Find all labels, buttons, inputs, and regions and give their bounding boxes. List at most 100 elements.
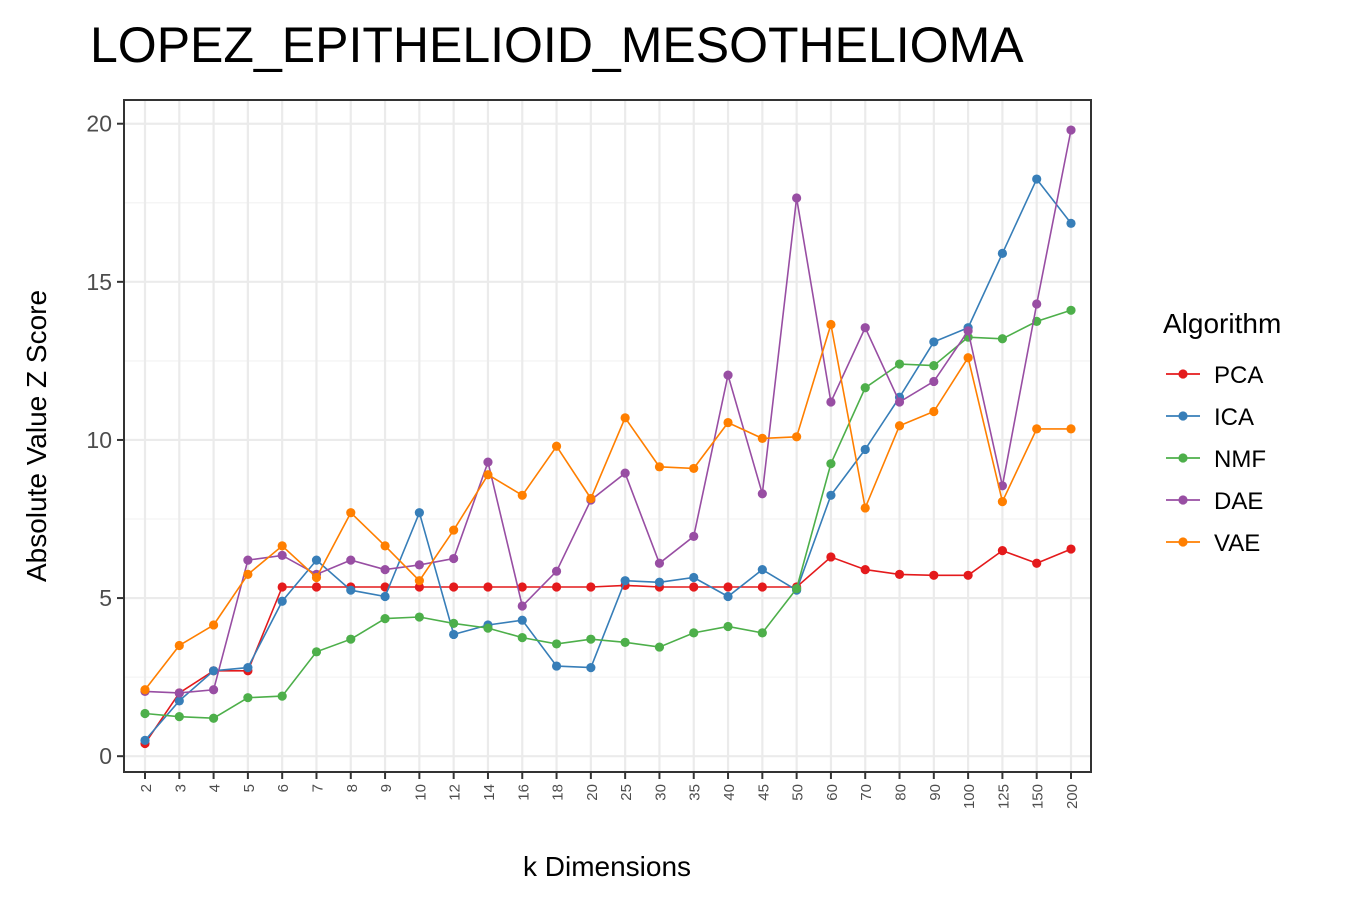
x-tick-label: 14 xyxy=(481,784,498,801)
x-tick-label: 45 xyxy=(755,784,772,801)
data-point xyxy=(723,582,733,592)
series-line-pca xyxy=(144,548,1072,744)
data-point xyxy=(860,503,870,513)
data-point xyxy=(929,361,939,371)
data-point xyxy=(483,582,493,592)
data-point xyxy=(380,591,390,602)
x-tick-label: 200 xyxy=(1064,784,1081,809)
legend-key-point xyxy=(1178,411,1188,421)
data-point xyxy=(620,468,630,478)
y-axis: 0 5 10 15 20 xyxy=(86,111,124,769)
data-point xyxy=(826,459,836,469)
legend-item-vae: VAE xyxy=(1166,530,1260,557)
data-point xyxy=(826,397,836,407)
data-point xyxy=(208,685,219,695)
data-point xyxy=(449,618,459,628)
y-tick-label: 5 xyxy=(99,585,112,611)
data-point xyxy=(140,685,150,695)
chart-title: LOPEZ_EPITHELIOID_MESOTHELIOMA xyxy=(90,17,1024,73)
data-point xyxy=(860,565,870,575)
data-point xyxy=(208,666,219,676)
data-point xyxy=(963,326,973,336)
x-tick-label: 40 xyxy=(721,784,738,801)
data-point xyxy=(311,572,322,583)
y-tick-label: 15 xyxy=(86,269,112,295)
data-point xyxy=(483,457,493,467)
data-point xyxy=(551,582,562,592)
data-point xyxy=(380,614,390,624)
x-tick-label: 16 xyxy=(515,784,532,801)
x-axis-title: k Dimensions xyxy=(523,851,691,882)
x-tick-label: 12 xyxy=(447,784,464,801)
data-point xyxy=(517,601,527,611)
x-tick-label: 10 xyxy=(412,784,429,801)
data-point xyxy=(929,570,939,580)
data-point xyxy=(826,552,836,562)
legend-label: DAE xyxy=(1214,488,1263,515)
data-point xyxy=(792,193,802,203)
data-point xyxy=(243,569,253,579)
legend-key-point xyxy=(1178,495,1188,505)
y-tick-label: 0 xyxy=(99,743,112,769)
data-point xyxy=(380,541,390,551)
data-point xyxy=(140,708,150,719)
y-axis-title: Absolute Value Z Score xyxy=(21,290,52,582)
data-point xyxy=(243,663,253,673)
data-point xyxy=(654,642,665,652)
data-point xyxy=(929,376,939,387)
data-point xyxy=(380,565,390,575)
data-point xyxy=(997,248,1008,258)
x-tick-label: 8 xyxy=(344,784,361,792)
data-point xyxy=(1032,424,1042,434)
data-point xyxy=(894,359,905,369)
data-point xyxy=(208,713,219,723)
legend: Algorithm PCA ICA NMF DAE VAE xyxy=(1163,308,1281,557)
plot-panel xyxy=(124,100,1091,772)
legend-label: ICA xyxy=(1214,404,1254,431)
data-point xyxy=(346,508,356,518)
series-vae xyxy=(140,319,1076,695)
x-tick-label: 100 xyxy=(961,784,978,809)
data-point xyxy=(311,555,322,565)
panel-background xyxy=(124,100,1091,772)
data-point xyxy=(517,582,527,592)
series-nmf xyxy=(140,305,1076,723)
legend-item-ica: ICA xyxy=(1166,404,1254,431)
data-point xyxy=(414,560,424,570)
data-point xyxy=(963,353,973,363)
data-point xyxy=(586,634,596,644)
data-point xyxy=(551,661,562,671)
data-point xyxy=(826,319,836,330)
legend-label: VAE xyxy=(1214,530,1260,557)
data-point xyxy=(620,576,630,586)
data-point xyxy=(723,621,733,632)
data-point xyxy=(311,647,322,657)
legend-title: Algorithm xyxy=(1163,308,1281,339)
x-tick-label: 125 xyxy=(995,784,1012,809)
data-point xyxy=(174,640,184,651)
x-tick-label: 90 xyxy=(927,784,944,801)
data-point xyxy=(414,582,424,592)
data-point xyxy=(517,633,527,643)
data-point xyxy=(792,432,802,442)
data-point xyxy=(483,470,493,480)
series-line-ica xyxy=(144,177,1072,741)
data-point xyxy=(277,582,287,592)
x-tick-label: 35 xyxy=(687,784,704,801)
x-tick-label: 3 xyxy=(172,784,189,792)
data-point xyxy=(1032,558,1042,568)
x-tick-label: 20 xyxy=(584,784,601,801)
x-tick-label: 80 xyxy=(893,784,910,801)
y-tick-label: 20 xyxy=(86,111,112,137)
data-point xyxy=(243,693,253,703)
data-point xyxy=(689,531,699,542)
x-tick-label: 30 xyxy=(652,784,669,801)
data-point xyxy=(586,582,596,592)
data-point xyxy=(860,323,870,333)
data-point xyxy=(551,441,562,451)
legend-item-nmf: NMF xyxy=(1166,446,1266,473)
data-point xyxy=(860,444,870,455)
data-point xyxy=(894,397,905,407)
x-tick-label: 70 xyxy=(858,784,875,801)
